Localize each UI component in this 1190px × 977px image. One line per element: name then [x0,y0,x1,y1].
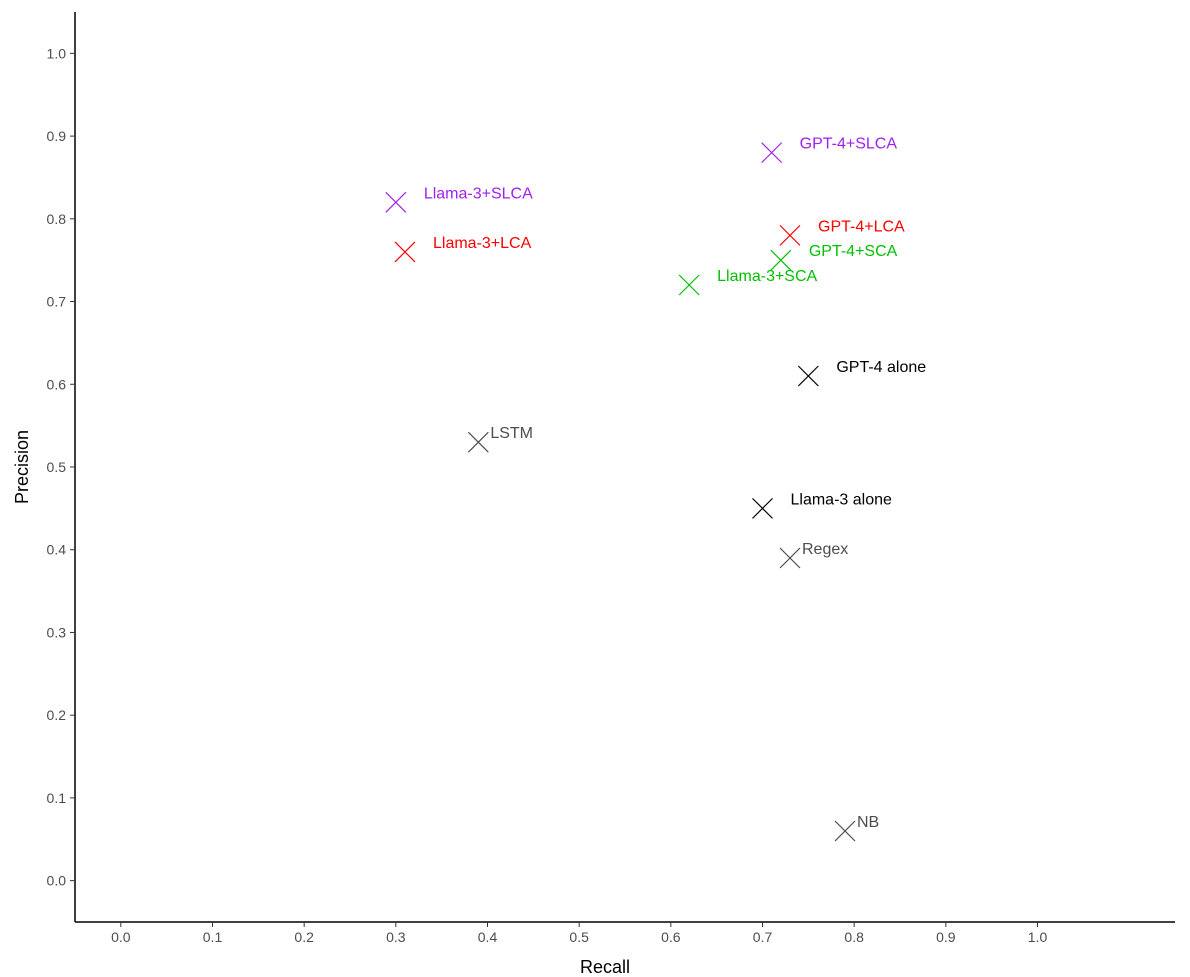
point-label: Llama-3 alone [791,491,893,508]
x-tick-label: 0.3 [386,929,406,945]
data-point: GPT-4+SCA [771,243,898,270]
point-label: Llama-3+LCA [433,235,532,252]
x-tick-label: 0.1 [203,929,223,945]
y-tick-label: 0.6 [47,376,67,392]
x-tick-label: 0.8 [844,929,864,945]
x-tick-label: 0.4 [478,929,498,945]
x-tick-label: 0.9 [936,929,956,945]
data-point: GPT-4+LCA [780,218,905,245]
data-point: Llama-3+SCA [679,268,817,295]
x-axis-ticks: 0.0 0.1 0.2 0.3 0.4 0.5 0.6 0.7 0.8 0.9 1.0 [111,922,1047,945]
x-tick-label: 0.7 [753,929,773,945]
point-label: Llama-3+SCA [717,268,817,285]
point-label: Regex [802,541,848,558]
point-label: LSTM [490,425,533,442]
x-tick-label: 0.0 [111,929,131,945]
data-point: NB [835,814,879,841]
x-tick-label: 1.0 [1028,929,1048,945]
data-points: GPT-4+SLCA Llama-3+SLCA GPT-4+LCA Llama-3+L… [386,136,926,841]
y-tick-label: 0.3 [47,624,67,640]
data-point: GPT-4 alone [798,359,926,386]
x-tick-label: 0.5 [569,929,589,945]
y-tick-label: 0.8 [47,211,67,227]
y-tick-label: 0.2 [47,707,67,723]
data-point: Llama-3+SLCA [386,185,533,212]
y-tick-label: 0.5 [47,459,67,475]
y-axis-ticks: 0.0 0.1 0.2 0.3 0.4 0.5 0.6 0.7 0.8 0.9 1.0 [47,45,75,888]
point-label: GPT-4+LCA [818,218,905,235]
y-tick-label: 0.1 [47,790,67,806]
data-point: GPT-4+SLCA [762,136,898,163]
y-tick-label: 0.9 [47,128,67,144]
point-label: Llama-3+SLCA [424,185,533,202]
x-tick-label: 0.2 [294,929,314,945]
y-tick-label: 1.0 [47,45,67,61]
y-tick-label: 0.4 [47,542,67,558]
data-point: Llama-3 alone [753,491,893,518]
point-label: GPT-4+SCA [809,243,898,260]
point-label: GPT-4 alone [836,359,926,376]
point-label: GPT-4+SLCA [800,136,898,153]
data-point: LSTM [468,425,533,452]
y-tick-label: 0.7 [47,294,67,310]
data-point: Llama-3+LCA [395,235,532,262]
axes [75,12,1175,922]
y-tick-label: 0.0 [47,873,67,889]
data-point: Regex [780,541,848,568]
y-axis-title: Precision [12,430,32,504]
x-axis-title: Recall [580,957,630,977]
point-label: NB [857,814,879,831]
x-tick-label: 0.6 [661,929,681,945]
